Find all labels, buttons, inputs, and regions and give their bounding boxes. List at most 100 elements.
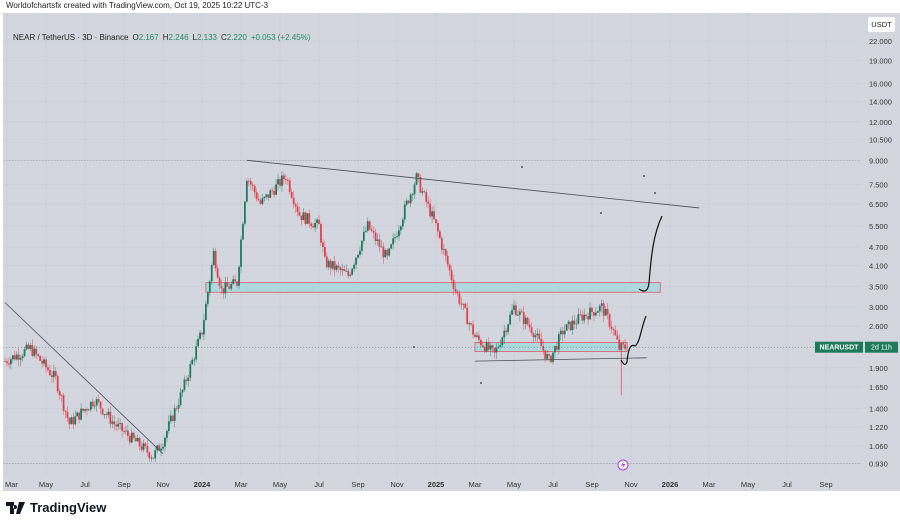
candle-body [4,361,6,362]
candle [89,401,92,413]
candle-body [329,260,332,269]
candle-body [524,317,527,325]
candle-body [263,196,266,199]
candle [127,424,129,441]
candle [618,334,621,352]
candle [224,277,227,299]
price-chart[interactable]: NEARUSDT 2d 11h 22.000 19.000 16.000 14.000 12… [3,13,900,491]
candle-body [195,346,198,360]
candle [556,341,558,352]
candle-body [314,222,316,228]
candle [604,305,607,316]
candle-body [39,355,42,361]
candle-body [230,283,233,289]
candle-body [390,244,393,249]
candle [446,250,449,268]
candle [388,247,391,257]
candle-body [505,330,508,333]
candle-body [464,303,467,308]
candle-body [593,312,595,316]
chart-area[interactable]: NEARUSDT 2d 11h 22.000 19.000 16.000 14.000 12… [3,13,900,491]
candle [431,207,433,224]
candle [622,340,625,349]
candle-body [565,324,568,331]
candle [493,347,496,359]
candle [218,275,221,289]
candle-body [306,213,309,224]
candle [509,311,511,326]
tradingview-logo[interactable]: TradingView [6,500,106,515]
candle [236,280,238,288]
lightning-event-icon[interactable] [617,459,629,471]
candle-body [74,416,77,425]
y-tick-label: 9.000 [869,156,888,165]
candle-body [598,305,601,312]
candle-body [261,198,264,204]
candle-body [318,219,320,225]
candle [351,267,354,276]
candle-body [93,405,96,407]
candle-body [361,240,363,251]
candle-body [530,327,533,334]
candle-body [583,314,586,321]
candle [507,323,510,336]
currency-button[interactable]: USDT [868,17,895,32]
candle [43,357,45,367]
symbol-title[interactable]: NEAR / TetherUS · 3D · Binance [13,33,129,42]
candle-body [179,392,182,406]
candle-body [23,349,26,357]
candle-body [283,175,285,180]
candle-body [474,334,476,337]
candle-body [286,180,289,181]
candle-body [152,457,155,459]
candle-body [427,201,430,204]
candle [31,339,34,358]
candle-body [396,236,398,238]
candle-body [162,446,164,449]
candle [275,179,277,196]
candle [247,178,250,187]
candle [64,410,67,419]
candle-body [446,255,449,265]
candle [575,318,578,330]
open-pair: O2.167 [132,33,158,43]
high-value: 2.246 [168,33,189,42]
candle [454,283,457,295]
candle-body [622,343,625,345]
candle [485,339,488,353]
candle [610,320,613,334]
candle-body [372,231,375,233]
candle-body [614,330,617,336]
candle-body [351,268,354,275]
x-tick-label: May [39,480,53,489]
candle [415,171,418,186]
candle-body [17,354,20,360]
candle-body [421,191,424,193]
candle [125,425,127,435]
candle-body [220,285,223,289]
candle [511,303,513,316]
close-value: 2.220 [226,33,247,42]
candle [271,187,274,195]
candle-body [33,348,36,356]
candle-body [388,248,391,256]
candle-body [177,405,180,409]
candle [550,354,552,364]
candle [82,408,84,413]
candle [281,170,283,192]
candle-body [199,332,201,339]
candle [15,351,18,361]
candle [164,436,166,452]
candle [306,213,309,225]
y-tick-label: 14.000 [869,97,892,106]
candle [162,443,164,451]
candle-body [148,452,151,459]
x-tick-label: Sep [117,480,130,489]
candle [581,311,584,325]
candle [212,247,215,266]
candle-body [476,335,478,337]
candle-body [49,370,51,376]
candle [6,358,8,367]
candle [528,318,531,332]
candle [587,312,589,325]
